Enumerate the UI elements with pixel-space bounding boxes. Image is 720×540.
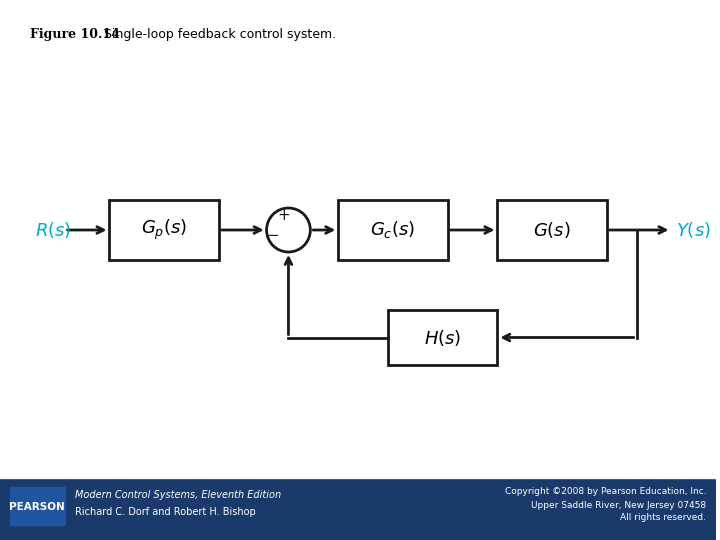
Text: $G_c(s)$: $G_c(s)$ (370, 219, 415, 240)
Text: PEARSON: PEARSON (9, 502, 65, 512)
Bar (0, 480, 716, 540)
Text: +: + (277, 208, 290, 224)
Text: Upper Saddle River, New Jersey 07458: Upper Saddle River, New Jersey 07458 (531, 501, 706, 510)
Text: Figure 10.14: Figure 10.14 (30, 28, 120, 41)
Text: All rights reserved.: All rights reserved. (620, 514, 706, 523)
Bar (388, 310, 498, 365)
Bar (498, 200, 607, 260)
Text: $Y(s)$: $Y(s)$ (676, 220, 711, 240)
Bar (10, 487, 65, 525)
Text: $H(s)$: $H(s)$ (424, 327, 462, 348)
Text: Copyright ©2008 by Pearson Education, Inc.: Copyright ©2008 by Pearson Education, In… (505, 488, 706, 496)
Text: $G_p(s)$: $G_p(s)$ (141, 218, 187, 242)
Bar (338, 200, 448, 260)
Text: Single-loop feedback control system.: Single-loop feedback control system. (104, 28, 336, 41)
Text: Richard C. Dorf and Robert H. Bishop: Richard C. Dorf and Robert H. Bishop (75, 507, 256, 517)
Text: −: − (266, 228, 279, 244)
Text: $R(s)$: $R(s)$ (35, 220, 71, 240)
Circle shape (266, 208, 310, 252)
Text: Modern Control Systems, Eleventh Edition: Modern Control Systems, Eleventh Edition (75, 490, 281, 500)
Text: $G(s)$: $G(s)$ (533, 220, 571, 240)
Bar (109, 200, 219, 260)
